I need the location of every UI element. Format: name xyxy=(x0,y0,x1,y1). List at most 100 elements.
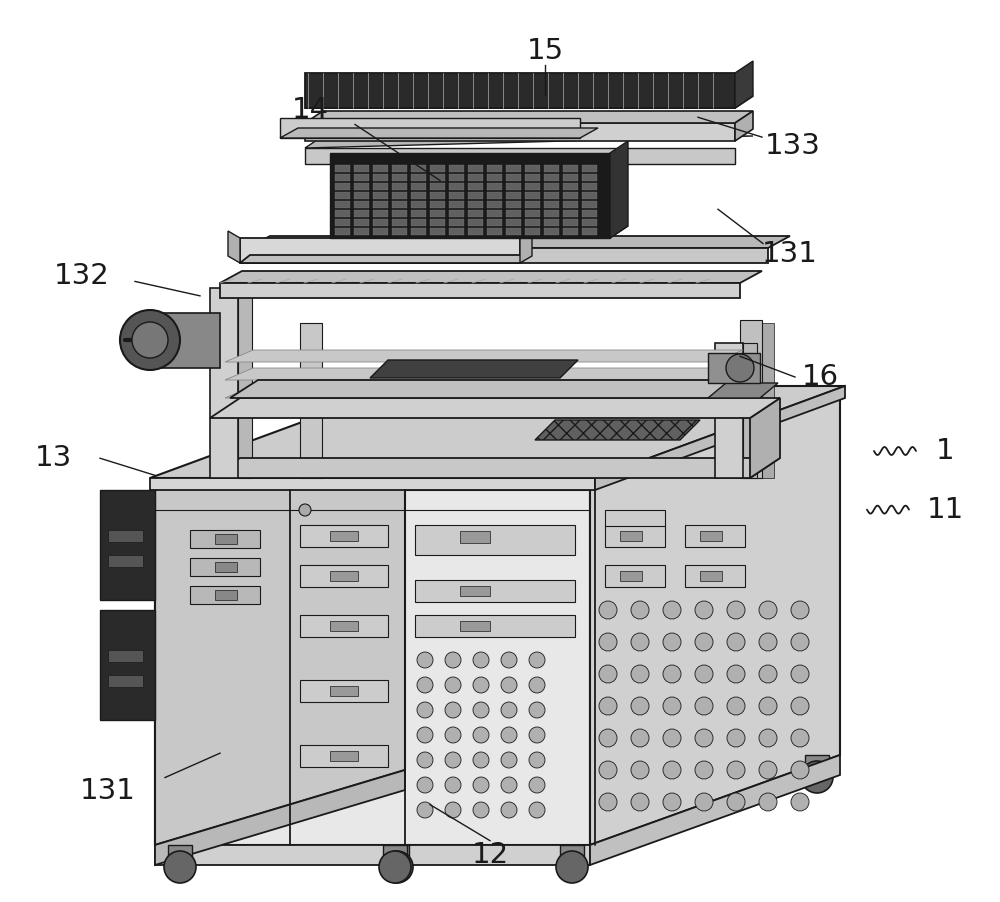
Polygon shape xyxy=(228,231,240,263)
Bar xyxy=(411,219,426,226)
Circle shape xyxy=(759,761,777,779)
Bar xyxy=(215,534,237,544)
Bar xyxy=(215,590,237,600)
Circle shape xyxy=(791,761,809,779)
Bar xyxy=(506,201,521,208)
Text: 15: 15 xyxy=(526,37,564,66)
Bar xyxy=(620,531,642,541)
Bar xyxy=(487,192,502,199)
Circle shape xyxy=(501,652,517,668)
Bar xyxy=(468,219,483,226)
Bar xyxy=(487,165,502,172)
Circle shape xyxy=(663,697,681,715)
Circle shape xyxy=(631,761,649,779)
Circle shape xyxy=(501,677,517,693)
Bar xyxy=(155,313,220,368)
Bar xyxy=(330,686,358,696)
Bar xyxy=(487,201,502,208)
Circle shape xyxy=(759,633,777,651)
Circle shape xyxy=(501,752,517,768)
Bar xyxy=(300,680,388,702)
Bar xyxy=(582,174,597,181)
Circle shape xyxy=(417,727,433,743)
Polygon shape xyxy=(735,111,753,141)
Circle shape xyxy=(631,793,649,811)
Bar xyxy=(685,565,745,587)
Bar xyxy=(449,165,464,172)
Bar xyxy=(460,586,490,596)
Bar xyxy=(544,192,559,199)
Bar xyxy=(506,183,521,190)
Circle shape xyxy=(417,702,433,718)
Bar xyxy=(335,228,350,235)
Bar xyxy=(506,228,521,235)
Bar xyxy=(740,320,762,478)
Bar xyxy=(582,165,597,172)
Bar xyxy=(190,558,260,576)
Circle shape xyxy=(529,752,545,768)
Circle shape xyxy=(791,665,809,683)
Polygon shape xyxy=(225,350,743,362)
Bar xyxy=(762,323,774,478)
Polygon shape xyxy=(330,226,628,238)
Bar xyxy=(563,165,578,172)
Circle shape xyxy=(473,702,489,718)
Bar xyxy=(392,219,407,226)
Polygon shape xyxy=(535,420,700,440)
Bar xyxy=(210,288,238,478)
Polygon shape xyxy=(100,610,155,720)
Bar xyxy=(582,210,597,217)
Bar xyxy=(108,650,143,662)
Circle shape xyxy=(631,729,649,747)
Bar xyxy=(743,343,757,478)
Bar xyxy=(373,228,388,235)
Bar xyxy=(373,219,388,226)
Circle shape xyxy=(599,697,617,715)
Polygon shape xyxy=(155,398,405,845)
Circle shape xyxy=(529,652,545,668)
Polygon shape xyxy=(305,136,753,148)
Bar xyxy=(449,219,464,226)
Bar xyxy=(544,183,559,190)
Bar xyxy=(411,183,426,190)
Bar xyxy=(300,615,388,637)
Polygon shape xyxy=(225,368,743,380)
Bar xyxy=(563,219,578,226)
Bar xyxy=(373,210,388,217)
Circle shape xyxy=(445,727,461,743)
Circle shape xyxy=(529,777,545,793)
Bar xyxy=(582,192,597,199)
Bar xyxy=(108,555,143,567)
Circle shape xyxy=(501,777,517,793)
Polygon shape xyxy=(150,386,845,478)
Circle shape xyxy=(759,601,777,619)
Circle shape xyxy=(529,802,545,818)
Circle shape xyxy=(473,652,489,668)
Circle shape xyxy=(599,793,617,811)
Polygon shape xyxy=(305,111,753,123)
Text: 13: 13 xyxy=(34,444,72,473)
Circle shape xyxy=(695,793,713,811)
Text: 12: 12 xyxy=(471,841,509,870)
Bar xyxy=(190,530,260,548)
Circle shape xyxy=(727,601,745,619)
Bar xyxy=(506,192,521,199)
Bar xyxy=(525,192,540,199)
Polygon shape xyxy=(155,770,405,865)
Bar xyxy=(300,525,388,547)
Bar xyxy=(354,192,369,199)
Bar xyxy=(335,192,350,199)
Circle shape xyxy=(727,761,745,779)
Polygon shape xyxy=(155,398,840,490)
Circle shape xyxy=(473,777,489,793)
Bar xyxy=(354,201,369,208)
Bar xyxy=(335,183,350,190)
Polygon shape xyxy=(735,61,753,108)
Polygon shape xyxy=(305,96,753,108)
Circle shape xyxy=(599,729,617,747)
Bar xyxy=(238,288,252,478)
Circle shape xyxy=(695,633,713,651)
Bar xyxy=(560,845,584,863)
Circle shape xyxy=(556,851,588,883)
Polygon shape xyxy=(210,458,780,478)
